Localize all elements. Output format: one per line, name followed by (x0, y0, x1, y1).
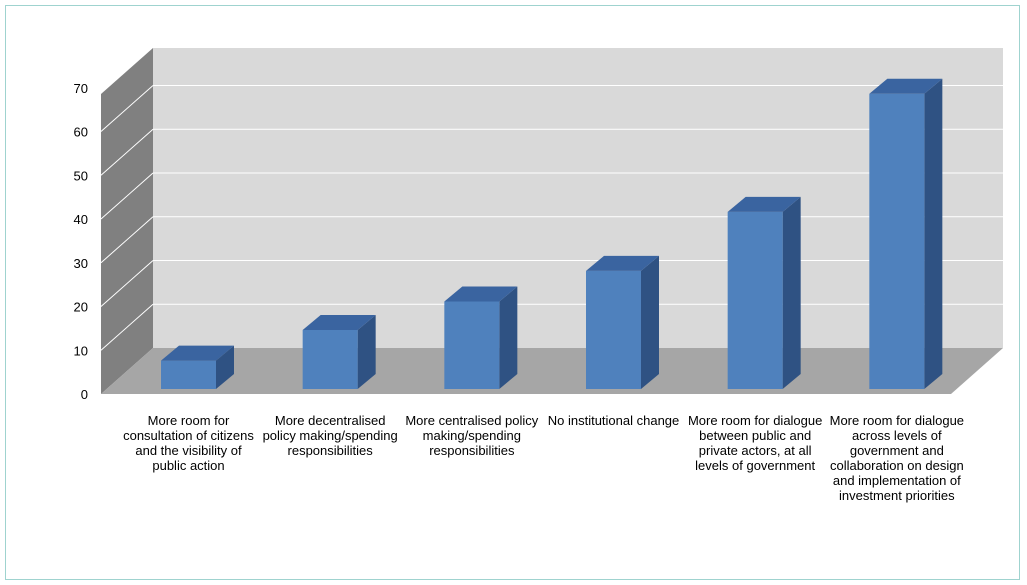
bar-front (869, 93, 925, 389)
x-tick-label: More room for dialogue between public an… (687, 413, 823, 473)
gridline-side (100, 260, 154, 307)
bar-side (357, 314, 376, 389)
side-wall (101, 48, 153, 394)
bar-front (444, 301, 500, 389)
bar-side (924, 78, 943, 389)
x-tick-label: More decentralised policy making/spendin… (262, 413, 398, 458)
y-tick-label: 10 (74, 343, 88, 358)
bar (302, 314, 376, 389)
bars (161, 78, 943, 389)
bar-front (586, 270, 641, 389)
y-tick-label: 20 (74, 300, 88, 315)
bar (869, 78, 943, 389)
x-tick-label: More room for consultation of citizens a… (123, 413, 254, 473)
bar-top (302, 314, 376, 330)
bar-front (161, 360, 216, 389)
bar (586, 255, 659, 389)
bar-front (727, 211, 783, 389)
bar-top (727, 196, 801, 212)
bar-side (216, 345, 234, 389)
bar-front (302, 329, 358, 389)
x-tick-label: More centralised policy making/spending … (405, 413, 539, 458)
gridline-side (100, 85, 154, 132)
bar-top (444, 286, 518, 302)
x-tick-label: No institutional change (547, 413, 680, 428)
bar-top (586, 255, 659, 271)
gridline-side (100, 303, 154, 351)
y-tick-label: 30 (74, 256, 88, 271)
floor (101, 348, 1003, 394)
y-tick-label: 60 (74, 125, 88, 140)
bar-side (641, 255, 659, 389)
y-axis: 0 10 20 30 40 50 60 70 (74, 81, 88, 402)
bar (727, 196, 801, 389)
y-tick-label: 70 (74, 81, 88, 96)
gridline-side (100, 216, 154, 264)
bar-chart: 0 10 20 30 40 50 60 70 (74, 41, 1003, 402)
bar-top (161, 345, 234, 361)
gridlines (100, 41, 1003, 351)
gridline-side (100, 41, 154, 89)
bar-side (499, 286, 518, 389)
x-tick-label: More room for dialogue across levels of … (829, 413, 965, 503)
bar-top (869, 78, 943, 94)
y-tick-label: 50 (74, 168, 88, 183)
bar-side (782, 196, 801, 389)
gridline-side (100, 172, 154, 220)
y-tick-label: 0 (81, 387, 88, 402)
bar (161, 345, 234, 389)
gridline-side (100, 128, 154, 176)
y-tick-label: 40 (74, 212, 88, 227)
bar (444, 286, 518, 389)
chart-frame: 0 10 20 30 40 50 60 70 More room for consultati… (5, 5, 1020, 580)
